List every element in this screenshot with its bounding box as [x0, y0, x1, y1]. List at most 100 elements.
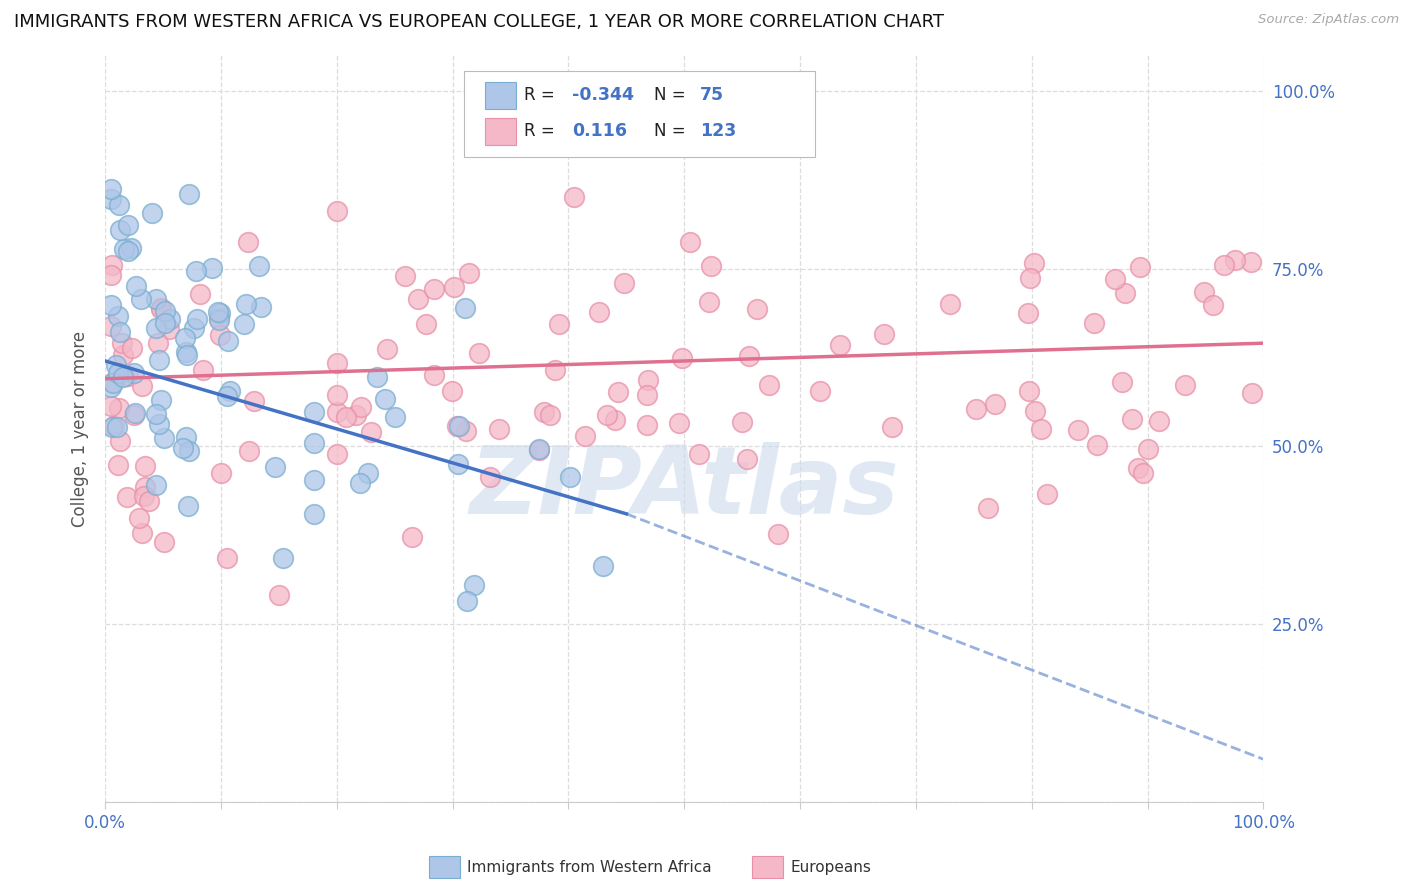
Point	[588, 305, 610, 319]
Point	[150, 393, 173, 408]
Point	[115, 490, 138, 504]
Point	[191, 363, 214, 377]
Text: Immigrants from Western Africa: Immigrants from Western Africa	[467, 860, 711, 874]
Point	[377, 342, 399, 356]
Point	[186, 312, 208, 326]
Point	[100, 192, 122, 206]
Point	[107, 401, 129, 416]
Point	[108, 223, 131, 237]
Point	[238, 443, 260, 458]
Text: Source: ZipAtlas.com: Source: ZipAtlas.com	[1258, 13, 1399, 27]
Point	[1174, 378, 1197, 392]
Point	[873, 327, 896, 342]
Point	[120, 241, 142, 255]
Point	[134, 479, 156, 493]
Point	[1085, 438, 1108, 452]
Point	[302, 508, 325, 522]
Point	[302, 436, 325, 450]
Point	[374, 392, 396, 407]
Point	[678, 235, 700, 249]
Point	[155, 303, 177, 318]
Point	[236, 235, 259, 249]
Point	[302, 473, 325, 487]
Point	[758, 377, 780, 392]
Point	[828, 338, 851, 352]
Point	[738, 349, 761, 363]
Point	[574, 429, 596, 443]
Point	[463, 578, 485, 592]
Point	[100, 380, 122, 394]
Point	[603, 413, 626, 427]
Point	[159, 312, 181, 326]
Point	[1104, 272, 1126, 286]
Point	[606, 384, 628, 399]
Y-axis label: College, 1 year or more: College, 1 year or more	[72, 330, 89, 526]
Point	[440, 384, 463, 399]
Point	[349, 476, 371, 491]
Point	[456, 424, 478, 438]
Point	[111, 336, 134, 351]
Point	[208, 306, 231, 320]
Text: N =: N =	[654, 87, 690, 104]
Point	[153, 431, 176, 445]
Point	[1136, 442, 1159, 457]
Point	[700, 259, 723, 273]
Point	[112, 369, 135, 384]
Point	[326, 405, 349, 419]
Point	[208, 327, 231, 342]
Point	[174, 430, 197, 444]
Point	[671, 351, 693, 366]
Point	[179, 444, 201, 458]
Point	[456, 594, 478, 608]
Point	[145, 478, 167, 492]
Point	[128, 510, 150, 524]
Point	[150, 301, 173, 315]
Point	[101, 375, 124, 389]
Point	[247, 259, 270, 273]
Text: ZIPAtlas: ZIPAtlas	[470, 442, 900, 534]
Point	[1019, 271, 1042, 285]
Point	[1031, 421, 1053, 435]
Point	[447, 418, 470, 433]
Point	[454, 301, 477, 316]
Text: 0.116: 0.116	[572, 122, 627, 140]
Point	[124, 408, 146, 422]
Point	[111, 348, 134, 362]
Point	[188, 286, 211, 301]
Point	[544, 363, 567, 377]
Point	[179, 186, 201, 201]
Point	[401, 530, 423, 544]
Point	[538, 409, 561, 423]
Point	[101, 376, 124, 390]
Point	[1132, 466, 1154, 480]
Point	[129, 292, 152, 306]
Point	[529, 442, 551, 456]
Point	[111, 370, 134, 384]
Point	[141, 206, 163, 220]
Point	[117, 218, 139, 232]
Point	[357, 466, 380, 480]
Point	[117, 368, 139, 383]
Point	[1240, 386, 1263, 401]
Point	[984, 397, 1007, 411]
Point	[1149, 414, 1171, 428]
Point	[1129, 260, 1152, 274]
Point	[215, 550, 238, 565]
Point	[1083, 316, 1105, 330]
Point	[326, 356, 349, 370]
Point	[176, 499, 198, 513]
Point	[104, 359, 127, 373]
Point	[153, 316, 176, 330]
Point	[1192, 285, 1215, 299]
Point	[384, 410, 406, 425]
Point	[592, 559, 614, 574]
Point	[108, 325, 131, 339]
Point	[201, 261, 224, 276]
Point	[447, 458, 470, 472]
Point	[1212, 258, 1234, 272]
Point	[558, 470, 581, 484]
Point	[107, 366, 129, 380]
Point	[101, 420, 124, 434]
Point	[219, 384, 242, 398]
Point	[148, 353, 170, 368]
